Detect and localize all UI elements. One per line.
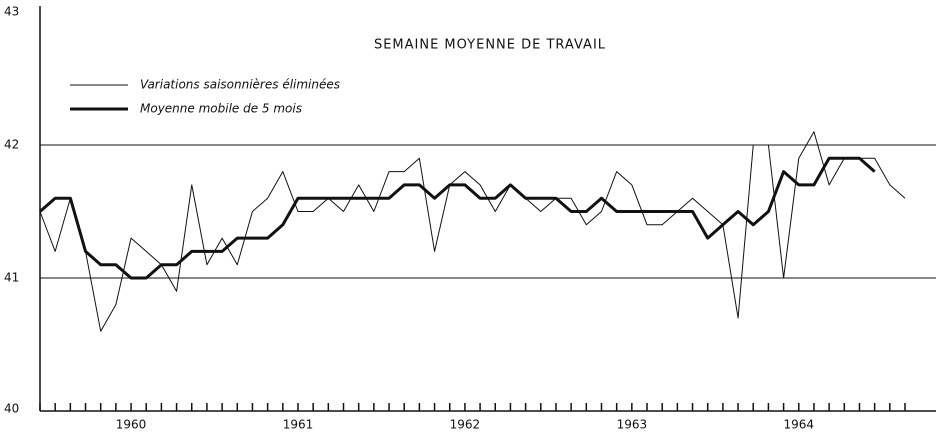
y-tick-label: 41 — [4, 271, 19, 285]
x-tick-label: 1964 — [783, 418, 814, 432]
chart-title: SEMAINE MOYENNE DE TRAVAIL — [374, 38, 606, 53]
series-line — [39, 156, 876, 280]
x-tick-label: 1963 — [617, 418, 648, 432]
x-tick-label: 1960 — [116, 418, 147, 432]
y-tick-label: 42 — [4, 138, 19, 152]
y-tick-label: 40 — [4, 402, 19, 416]
legend-label: Variations saisonnières éliminées — [140, 78, 340, 92]
x-tick-label: 1961 — [283, 418, 314, 432]
y-tick-label: 43 — [4, 5, 19, 19]
legend-label: Moyenne mobile de 5 mois — [140, 102, 302, 116]
x-tick-label: 1962 — [450, 418, 481, 432]
series-line — [39, 131, 906, 332]
